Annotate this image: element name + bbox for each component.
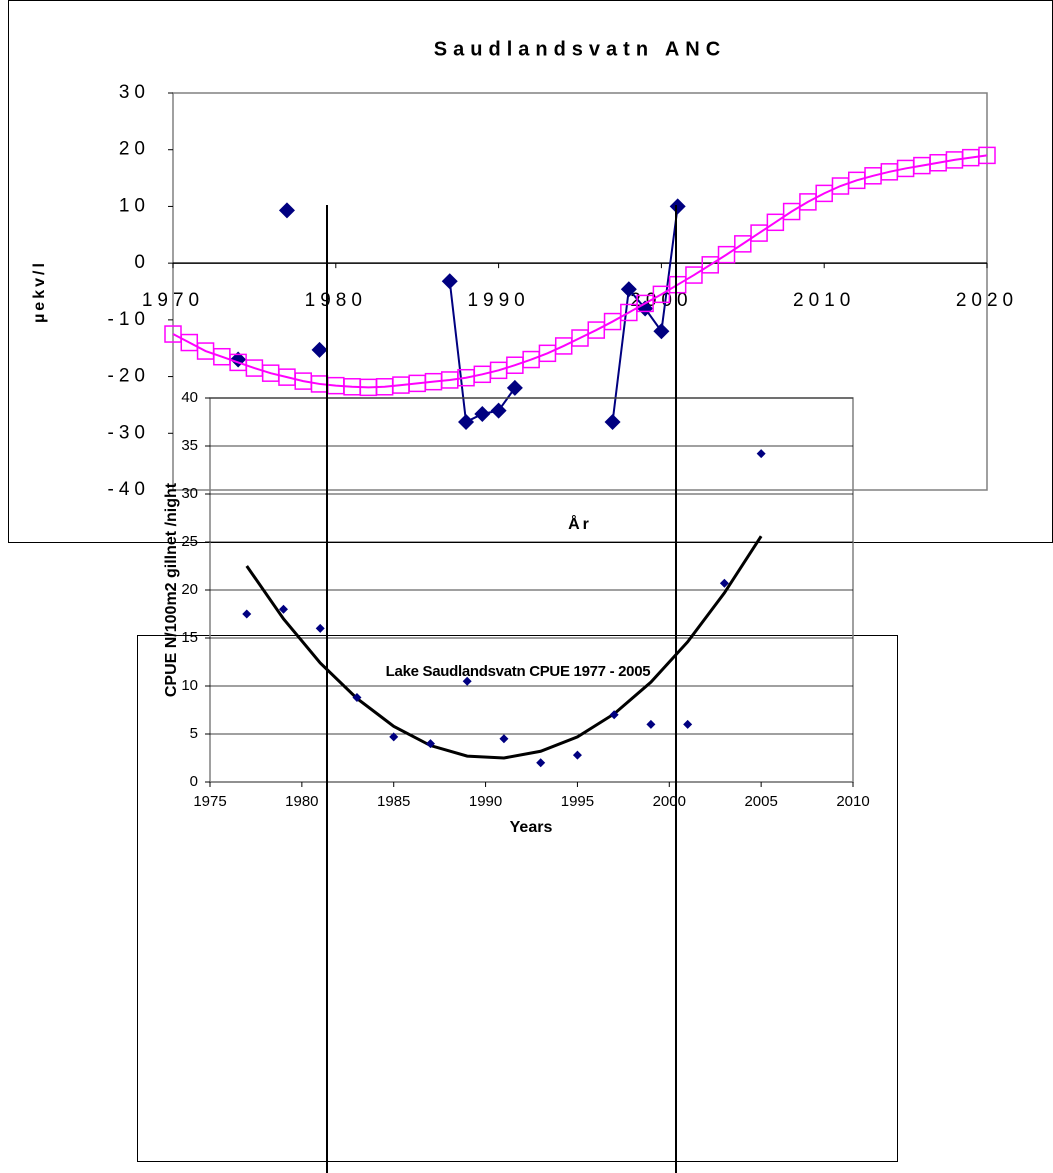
x-tick-label: 1990	[469, 793, 502, 810]
chart-frame	[8, 0, 1053, 543]
y-tick-label: 20	[119, 139, 150, 160]
y-tick-label: -30	[108, 422, 150, 443]
data-point	[462, 676, 472, 686]
data-point	[389, 732, 399, 742]
data-point	[609, 710, 619, 720]
data-point	[242, 609, 252, 619]
x-tick-label: 1970	[142, 290, 204, 311]
data-point	[352, 693, 362, 703]
data-point	[668, 275, 687, 294]
data-point	[636, 294, 654, 313]
y-tick-label: 0	[134, 252, 150, 273]
y-tick-label: -10	[108, 309, 150, 330]
data-point	[474, 406, 491, 423]
data-point	[782, 202, 801, 221]
y-tick-label: 15	[181, 629, 198, 646]
x-tick-label: 1980	[305, 290, 367, 311]
series-line	[172, 154, 988, 389]
x-tick-label: 1985	[377, 793, 410, 810]
data-point	[766, 213, 785, 232]
data-point	[620, 281, 637, 298]
data-point	[652, 285, 671, 304]
axis-title: År	[568, 514, 592, 533]
data-point	[315, 623, 325, 633]
x-tick-label: 2000	[653, 793, 686, 810]
y-tick-label: -20	[108, 366, 150, 387]
data-point	[441, 273, 458, 290]
x-tick-label: 1975	[193, 793, 226, 810]
anc-chart: Saudlandsvatn ANC År µekv/l -40 -30 -20 -10 0 10…	[31, 38, 1018, 533]
data-point	[506, 379, 523, 396]
data-point	[734, 235, 752, 253]
y-tick-label: 10	[181, 677, 198, 694]
x-tick-label: 2010	[793, 290, 855, 311]
data-point	[311, 341, 328, 358]
y-tick-label: 30	[181, 485, 198, 502]
axis-title: Years	[510, 819, 553, 836]
data-point	[490, 402, 507, 419]
plot-area	[172, 92, 988, 491]
data-point	[719, 578, 729, 588]
y-tick-label: 25	[181, 533, 198, 550]
chart-title: Lake Saudlandsvatn CPUE 1977 - 2005	[386, 663, 651, 680]
chart-frame	[137, 635, 898, 1162]
data-point	[701, 256, 719, 274]
data-point	[756, 449, 766, 459]
x-tick-label: 1990	[467, 290, 529, 311]
data-point	[499, 734, 509, 744]
y-tick-label: 0	[190, 773, 198, 790]
data-point	[278, 202, 295, 219]
axis-title: CPUE N/100m2 gillnet /night	[163, 482, 180, 697]
y-tick-label: 35	[181, 437, 198, 454]
data-point	[604, 413, 621, 430]
data-point	[572, 750, 582, 760]
data-point	[717, 245, 736, 264]
x-tick-label: 2020	[956, 290, 1018, 311]
y-tick-label: 5	[190, 725, 198, 742]
x-tick-label: 1995	[561, 793, 594, 810]
y-tick-label: -40	[108, 479, 150, 500]
y-tick-label: 30	[119, 82, 150, 103]
data-point	[685, 266, 703, 284]
data-point	[646, 719, 656, 729]
data-point	[978, 146, 996, 165]
y-tick-label: 10	[119, 195, 150, 216]
x-tick-label: 2010	[836, 793, 869, 810]
axis-title: µekv/l	[31, 260, 48, 323]
data-point	[603, 312, 622, 331]
data-point	[669, 198, 686, 215]
x-tick-label: 1980	[285, 793, 318, 810]
data-point	[425, 739, 435, 749]
y-tick-label: 40	[181, 389, 198, 406]
y-tick-label: 20	[181, 581, 198, 598]
chart-title: Saudlandsvatn ANC	[434, 38, 726, 60]
data-point	[683, 719, 693, 729]
data-point	[458, 413, 475, 430]
data-point	[536, 758, 546, 768]
data-point	[278, 604, 288, 614]
data-point	[653, 323, 670, 340]
x-tick-label: 2005	[744, 793, 777, 810]
data-point	[750, 224, 768, 242]
data-point	[620, 303, 638, 322]
